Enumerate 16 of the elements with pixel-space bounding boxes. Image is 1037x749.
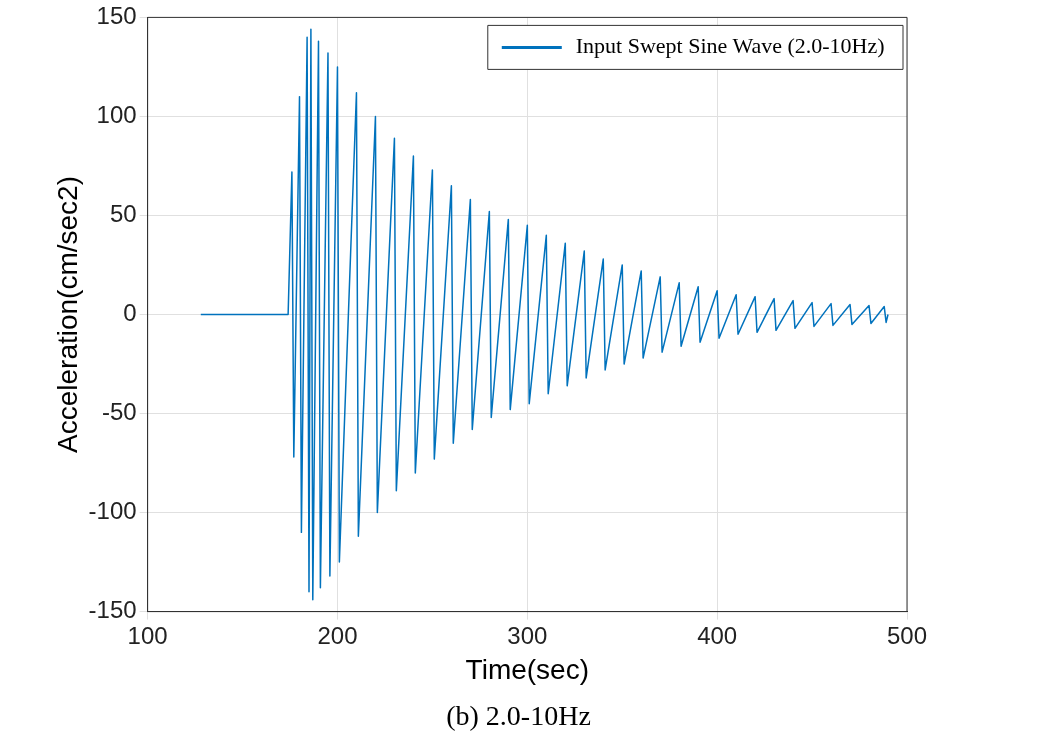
legend-label: Input Swept Sine Wave (2.0-10Hz) <box>575 33 885 59</box>
y-tick-label: -100 <box>88 497 137 525</box>
x-tick-label: 200 <box>317 621 358 649</box>
x-axis-title: Time(sec) <box>465 653 590 685</box>
y-tick-label: 150 <box>96 2 137 30</box>
text: (b) 2.0-10Hz <box>445 700 592 732</box>
y-tick-label: 50 <box>109 200 137 228</box>
x-tick-label: 300 <box>507 621 548 649</box>
y-tick-label: 0 <box>123 299 137 327</box>
y-tick-label: -150 <box>88 596 137 624</box>
y-tick-label: -50 <box>101 398 137 426</box>
y-tick-label: 100 <box>96 101 137 129</box>
x-tick-label: 500 <box>886 621 928 649</box>
x-tick-label: 400 <box>697 621 738 649</box>
y-axis-title: Acceleration(cm/sec2) <box>51 176 83 453</box>
x-tick-label: 100 <box>127 621 168 649</box>
